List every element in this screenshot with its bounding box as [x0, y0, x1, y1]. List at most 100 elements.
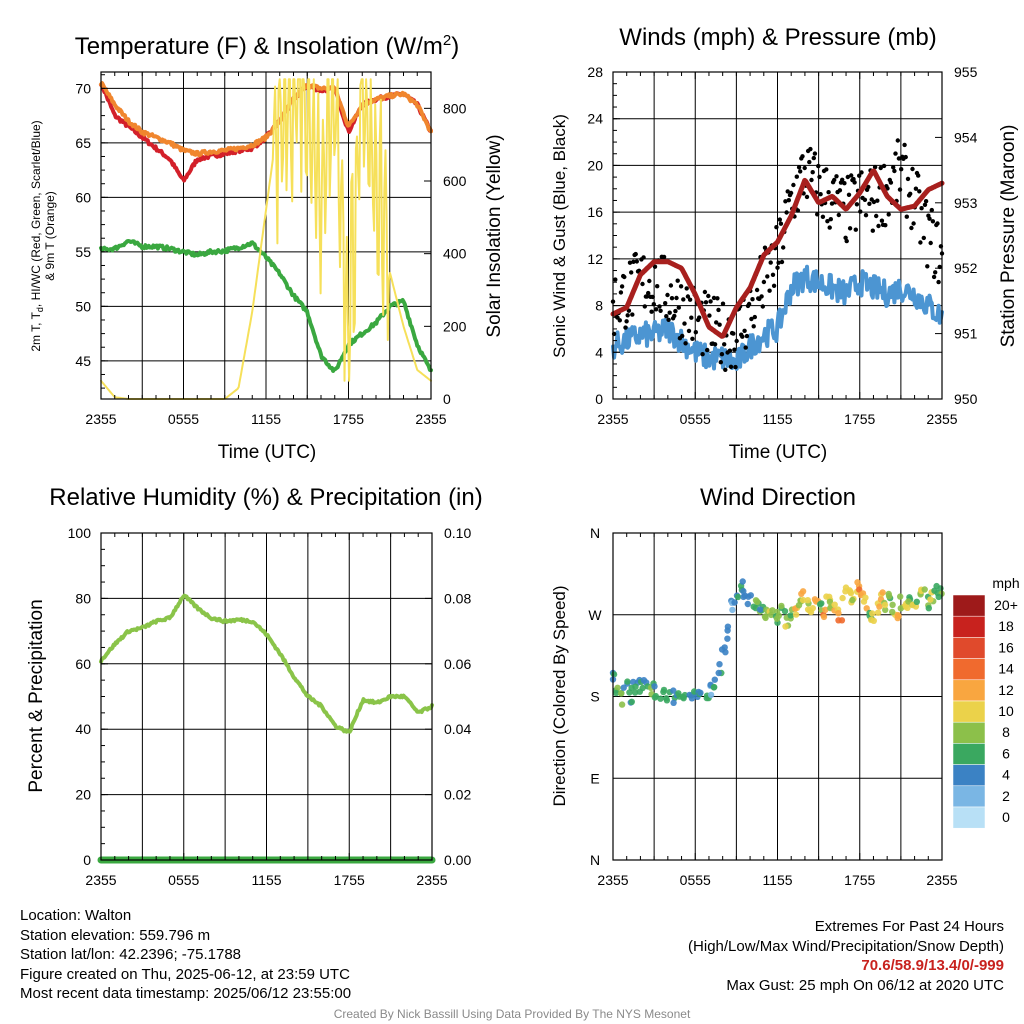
gust-point: [719, 352, 725, 357]
direction-y-axis-title: Direction (Colored By Speed): [550, 585, 569, 806]
gust-point: [625, 313, 630, 318]
gust-point: [752, 314, 757, 320]
y-tick-label: 60: [75, 656, 91, 672]
direction-point: [782, 623, 789, 630]
x-tick-label: 1155: [762, 872, 792, 888]
y-tick-label: 55: [75, 244, 91, 260]
gust-point: [888, 180, 894, 185]
gust-point: [732, 347, 737, 352]
y-tick-label: 0: [83, 852, 91, 868]
direction-point: [754, 598, 761, 605]
gust-point: [740, 334, 745, 339]
direction-point: [729, 606, 736, 614]
y2-tick-label: 0: [443, 391, 451, 407]
direction-point: [778, 602, 785, 610]
y2-tick-label: 952: [954, 260, 978, 276]
gust-point: [652, 264, 658, 269]
gust-point: [668, 283, 674, 288]
gust-point: [828, 217, 833, 222]
gust-point: [786, 198, 791, 203]
station-latlon: Station lat/lon: 42.2396; -75.1788: [20, 946, 242, 963]
gust-point: [647, 278, 652, 284]
y-tick-label: 16: [587, 204, 603, 220]
gust-point: [911, 221, 916, 226]
gust-point: [811, 155, 816, 161]
direction-point: [811, 596, 819, 603]
gust-point: [630, 312, 635, 317]
gust-point: [683, 341, 688, 346]
direction-point: [849, 596, 856, 604]
series-line-9m-t: [99, 81, 433, 158]
y2-tick-label: 600: [443, 173, 467, 189]
gust-point: [827, 225, 832, 230]
direction-point: [894, 611, 902, 619]
y2-tick-label: 0.10: [444, 525, 471, 541]
y-tick-label: 40: [75, 721, 91, 737]
x-tick-label: 1755: [333, 411, 364, 427]
gust-point: [622, 274, 627, 280]
y-tick-label: 12: [587, 251, 603, 267]
direction-point: [795, 602, 803, 609]
gust-point: [892, 168, 897, 174]
direction-point: [740, 588, 747, 595]
gust-point: [857, 173, 862, 178]
gust-point: [866, 184, 871, 190]
gust-point: [893, 151, 898, 156]
extremes-block: Extremes For Past 24 Hours (High/Low/Max…: [688, 917, 1004, 995]
pressure-y-axis-title: Station Pressure (Maroon): [998, 125, 1019, 348]
direction-point: [869, 610, 876, 617]
gust-point: [771, 283, 777, 288]
gust-point: [843, 235, 848, 240]
direction-point: [806, 607, 813, 614]
series-line-sonic-wind: [611, 264, 944, 371]
gust-point: [715, 296, 720, 301]
gust-point: [651, 302, 656, 307]
y2-tick-label: 0.02: [444, 787, 471, 803]
gust-point: [624, 319, 629, 324]
x-tick-label: 1755: [844, 411, 875, 427]
gust-point: [734, 338, 739, 344]
gust-point: [629, 270, 634, 275]
gust-point: [731, 331, 736, 336]
y-tick-label: 50: [75, 298, 91, 314]
gust-point: [665, 292, 670, 298]
direction-point: [718, 646, 726, 653]
direction-point: [839, 594, 846, 602]
direction-point: [846, 587, 853, 594]
gust-point: [703, 300, 709, 305]
direction-point: [744, 600, 751, 608]
gust-point: [770, 272, 776, 277]
gust-point: [642, 304, 647, 309]
gust-point: [707, 313, 712, 318]
x-tick-label: 2355: [85, 411, 116, 427]
temperature-y-axis-title-line1: 2m T, Td, HI/WC (Red, Green, Scarlet/Blu…: [29, 120, 45, 351]
y-tick-label: W: [588, 607, 602, 623]
colorbar-swatch: [952, 721, 986, 744]
gust-point: [678, 284, 684, 289]
direction-ticks: 2355 0555 1155 1755 2355 N E S W N: [588, 525, 957, 888]
y-tick-label: 28: [587, 64, 603, 80]
gust-point: [761, 279, 767, 285]
direction-point: [612, 689, 620, 697]
gust-point: [617, 318, 622, 323]
direction-point: [874, 609, 882, 616]
gust-point: [809, 177, 814, 183]
gust-point: [859, 170, 864, 175]
gust-point: [876, 223, 881, 229]
direction-point: [882, 606, 889, 614]
gust-point: [936, 279, 941, 285]
y2-tick-label: 200: [443, 318, 467, 334]
direction-point: [925, 605, 932, 612]
direction-point: [889, 601, 896, 608]
y2-tick-label: 800: [443, 100, 467, 116]
gust-point: [784, 210, 789, 215]
temperature-panel-title: Temperature (F) & Insolation (W/m2): [75, 32, 459, 60]
gust-point: [700, 352, 705, 357]
gust-point: [921, 235, 926, 241]
x-tick-label: 2355: [85, 872, 116, 888]
extremes-title: Extremes For Past 24 Hours: [814, 918, 1004, 935]
gust-point: [854, 202, 860, 207]
gust-point: [800, 154, 805, 159]
gust-point: [680, 333, 685, 339]
colorbar-label: 18: [998, 618, 1014, 634]
